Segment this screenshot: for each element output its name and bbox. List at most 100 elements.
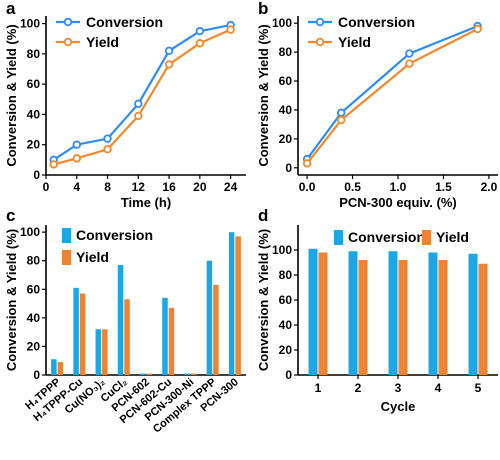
x-tick-label: 1.0 [390,180,407,194]
category-label: 3 [395,381,402,395]
bar-yield [358,260,368,375]
bar-yield [79,293,86,375]
x-tick-label: 2.0 [481,180,498,194]
bar-yield [478,263,488,375]
y-tick-label: 100 [20,225,40,239]
x-tick-label: 16 [162,180,176,194]
y-tick-label: 100 [272,243,292,257]
legend-swatch [62,228,71,243]
legend-label: Yield [86,34,119,50]
bar-yield [438,260,448,375]
y-tick-label: 40 [279,318,293,332]
bar-yield [318,252,328,375]
y-tick-label: 60 [27,77,41,91]
bar-conversion [184,373,190,375]
y-tick-label: 60 [279,74,293,88]
bar-yield [57,362,64,375]
data-point-yield [103,145,112,154]
legend-label: Yield [436,229,469,245]
series-line-conversion [53,24,231,161]
legend-label: Conversion [338,14,415,30]
y-tick-label: 20 [27,339,41,353]
panel-letter: a [6,0,16,18]
bar-yield [102,329,108,375]
legend-label: Conversion [348,229,425,245]
legend-label: Conversion [76,227,153,243]
legend-marker [315,17,325,27]
y-tick-label: 80 [279,45,293,59]
bar-conversion [140,373,146,375]
data-point-yield [336,115,346,125]
y-tick-label: 80 [279,268,293,282]
data-point-yield [302,159,312,168]
bar-yield [190,373,197,375]
bar-yield [124,299,130,375]
data-point-yield [405,59,414,68]
legend-swatch [62,250,71,265]
x-tick-label: 12 [132,180,146,194]
bar-conversion [468,253,478,375]
bar-yield [146,373,152,375]
category-label: 4 [435,381,442,395]
y-tick-label: 40 [279,103,293,117]
bar-yield [398,260,408,375]
x-axis-label: Cycle [381,399,416,414]
bar-conversion [51,359,57,375]
legend-label: Yield [76,249,109,265]
category-label: 5 [475,381,482,395]
bar-conversion [206,260,213,375]
panel-letter: c [6,206,15,225]
bar-conversion [348,251,358,375]
x-tick-label: 24 [224,180,238,194]
category-label: 1 [315,381,322,395]
y-tick-label: 20 [279,132,293,146]
legend-label: Conversion [86,14,163,30]
bar-conversion [228,232,235,375]
y-tick-label: 60 [27,282,41,296]
y-tick-label: 80 [27,254,41,268]
panel-letter: b [258,0,268,18]
data-point-conversion [336,108,346,118]
bar-conversion [73,287,79,375]
y-tick-label: 0 [33,168,40,182]
legend-swatch [334,230,343,245]
y-axis-label: Conversion & Yield (%) [4,229,19,371]
bar-yield [168,307,175,375]
y-tick-label: 20 [279,343,293,357]
data-point-conversion [103,134,112,143]
x-tick-label: 4 [73,180,80,194]
bar-conversion [117,265,124,375]
x-tick-label: 20 [193,180,207,194]
data-point-conversion [134,99,143,109]
bar-yield [213,285,219,375]
bar-conversion [162,297,168,375]
legend-label: Yield [338,34,371,50]
data-point-conversion [164,46,174,56]
legend-marker [315,37,325,47]
data-point-yield [226,25,235,34]
legend-marker [63,37,73,47]
series-line-conversion [306,25,478,160]
x-tick-label: 0.0 [299,180,316,194]
y-tick-label: 60 [279,293,293,307]
y-tick-label: 0 [33,368,40,382]
bar-conversion [388,251,398,375]
data-point-yield [134,111,143,121]
data-point-yield [164,60,174,69]
data-point-conversion [195,26,205,36]
y-tick-label: 0 [285,161,292,175]
bar-conversion [428,252,438,375]
data-point-yield [195,39,205,48]
data-point-yield [72,154,81,163]
x-axis-label: Time (h) [121,195,171,210]
category-label: 2 [355,381,362,395]
legend-swatch [422,230,431,245]
y-tick-label: 80 [27,47,41,61]
y-tick-label: 100 [20,17,40,31]
y-axis-label: Conversion & Yield (%) [4,24,19,166]
x-tick-label: 1.5 [435,180,452,194]
